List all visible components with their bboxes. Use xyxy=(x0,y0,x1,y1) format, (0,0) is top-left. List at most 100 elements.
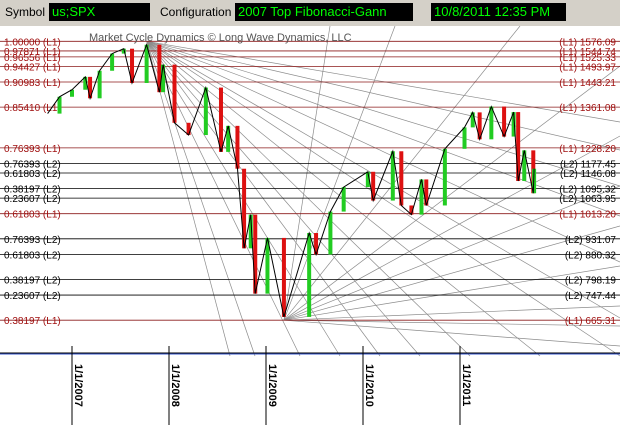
price-bar xyxy=(218,87,223,152)
price-bar xyxy=(121,48,126,54)
symbol-field[interactable]: us;SPX xyxy=(49,3,150,21)
fib-level-left-label: 0.38197 (L2) xyxy=(4,185,61,196)
price-bar xyxy=(424,179,429,206)
configuration-field[interactable]: 2007 Top Fibonacci-Gann xyxy=(235,3,413,21)
price-bar xyxy=(186,122,191,136)
time-tick-label: 1/1/2010 xyxy=(363,364,375,407)
fib-level-right-label: (L2) 880.32 xyxy=(565,250,617,261)
price-bar xyxy=(442,148,447,206)
price-bar xyxy=(281,237,286,317)
fib-level-left-label: 0.76393 (L1) xyxy=(4,144,61,155)
chart-title: Market Cycle Dynamics © Long Wave Dynami… xyxy=(89,32,352,44)
datetime-field: 10/8/2011 12:35 PM xyxy=(431,3,566,21)
price-bar xyxy=(399,151,404,206)
price-bar xyxy=(489,106,494,140)
price-bar xyxy=(502,106,507,137)
fan-line xyxy=(283,305,620,321)
toolbar: Symbol us;SPX Configuration 2007 Top Fib… xyxy=(0,0,620,27)
price-bar xyxy=(161,64,166,93)
fan-line xyxy=(146,40,620,187)
price-bar xyxy=(235,125,240,169)
fan-line xyxy=(146,41,620,357)
fan-line xyxy=(146,41,620,319)
fib-level-right-label: (L1) 1443.21 xyxy=(559,78,616,89)
price-bars xyxy=(47,43,537,318)
price-bar xyxy=(409,205,414,215)
price-bar xyxy=(248,214,253,249)
fib-level-right-label: (L1) 1525.33 xyxy=(559,53,616,64)
price-bar xyxy=(88,76,93,99)
time-tick-label: 1/1/2007 xyxy=(72,364,84,407)
fib-level-right-label: (L2) 1177.45 xyxy=(560,159,616,170)
price-bar xyxy=(57,96,62,114)
price-bar xyxy=(110,53,115,71)
price-bar xyxy=(97,70,102,99)
fib-level-right-label: (L1) 1493.97 xyxy=(559,62,616,73)
fan-line xyxy=(146,41,301,357)
price-bar xyxy=(253,214,258,294)
price-bar xyxy=(522,150,527,181)
fan-line xyxy=(146,40,620,217)
fan-line xyxy=(146,41,231,357)
fib-level-left-label: 0.38197 (L1) xyxy=(4,316,61,327)
configuration-label: Configuration xyxy=(160,5,232,19)
fib-level-left-label: 0.61803 (L2) xyxy=(4,169,61,180)
fib-level-left-label: 0.90983 (L1) xyxy=(4,78,61,89)
fan-line xyxy=(283,135,620,321)
fib-level-right-label: (L2) 1146.08 xyxy=(560,169,616,180)
fib-level-right-label: (L1) 1013.20 xyxy=(559,210,616,221)
fib-level-right-label: (L2) 931.07 xyxy=(565,235,617,246)
fib-level-left-label: 0.96556 (L1) xyxy=(4,53,61,64)
price-bar xyxy=(70,89,74,97)
time-tick-label: 1/1/2008 xyxy=(169,364,181,407)
fan-line xyxy=(283,319,620,347)
price-bar xyxy=(477,112,482,140)
fibonacci-chart: 1.00000 (L1) (L1) 1576.09 0.97871 (L1) (L1)… xyxy=(0,26,620,425)
fan-line xyxy=(283,319,620,327)
fib-level-right-label: (L1) 1361.08 xyxy=(559,103,616,114)
fan-line xyxy=(146,41,471,357)
price-bar xyxy=(365,171,370,188)
fan-line xyxy=(146,41,256,357)
fan-line xyxy=(283,265,620,321)
price-bar xyxy=(470,112,475,128)
fib-level-right-label: (L2) 747.44 xyxy=(565,291,617,302)
price-bar xyxy=(314,233,319,255)
fib-level-left-label: 0.61803 (L2) xyxy=(4,250,61,261)
fib-level-left-label: 0.76393 (L2) xyxy=(4,159,61,170)
fibonacci-levels: 1.00000 (L1) (L1) 1576.09 0.97871 (L1) (L1)… xyxy=(0,37,620,327)
fan-line xyxy=(283,185,620,321)
fib-level-right-label: (L2) 1095.32 xyxy=(559,185,616,196)
price-bar xyxy=(390,151,395,201)
symbol-label: Symbol xyxy=(5,5,46,19)
price-bar xyxy=(203,87,208,136)
fan-line xyxy=(146,41,381,357)
price-bar xyxy=(371,171,376,201)
fib-level-left-label: 0.94427 (L1) xyxy=(4,62,61,73)
fib-level-right-label: (L1) 1544.74 xyxy=(559,47,616,58)
price-bar xyxy=(242,168,247,249)
fan-line xyxy=(146,41,620,263)
time-axis: 1/1/2007 1/1/2008 1/1/2009 1/1/2010 1/1/2011 xyxy=(71,346,472,425)
chart-background xyxy=(0,26,620,425)
fib-level-right-label: (L1) 665.31 xyxy=(565,316,617,327)
price-bar xyxy=(265,237,270,294)
price-bar xyxy=(516,112,521,181)
time-tick-label: 1/1/2011 xyxy=(460,364,472,406)
price-path xyxy=(47,43,535,318)
time-tick-label: 1/1/2009 xyxy=(266,364,278,407)
price-bar xyxy=(226,125,231,152)
fib-level-left-label: 0.76393 (L2) xyxy=(4,235,61,246)
fan-line xyxy=(146,41,421,357)
price-bar xyxy=(511,112,516,137)
fib-level-right-label: (L1) 1576.09 xyxy=(559,37,616,48)
price-bar xyxy=(172,64,177,123)
price-bar xyxy=(144,44,149,83)
price-bar xyxy=(130,48,135,83)
price-bar xyxy=(83,76,88,90)
price-bar xyxy=(157,44,162,93)
fib-level-left-label: 0.23607 (L2) xyxy=(4,194,61,205)
fib-level-left-label: 0.61803 (L1) xyxy=(4,210,61,221)
fan-line xyxy=(146,40,620,151)
price-bar xyxy=(462,127,467,149)
